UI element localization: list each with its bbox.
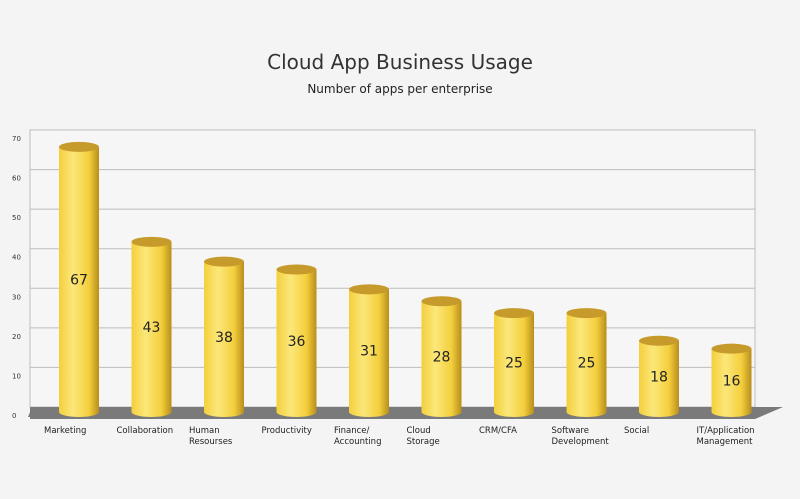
data-label: 43 [143, 320, 161, 336]
bar: 18 [639, 335, 679, 417]
data-label: 18 [650, 369, 668, 385]
y-tick-label: 0 [12, 412, 16, 420]
bar-body [349, 289, 389, 417]
x-tick-label: IT/Application Management [697, 426, 755, 447]
y-tick-label: 50 [12, 214, 21, 222]
bar-body [711, 348, 752, 417]
chart-subtitle: Number of apps per enterprise [307, 82, 493, 96]
bar: 28 [421, 296, 462, 417]
bar: 36 [276, 264, 317, 417]
data-label: 25 [578, 356, 596, 372]
bar: 43 [131, 236, 172, 417]
bar: 38 [204, 256, 244, 417]
bar-top [276, 264, 317, 275]
x-tick-label: Finance/Accounting [334, 426, 381, 447]
bar-body [639, 340, 679, 417]
y-tick-label: 70 [12, 135, 21, 143]
bar-top [349, 284, 389, 295]
bar-body [131, 241, 172, 417]
bar-body [276, 269, 317, 417]
x-tick-label: Human Resourses [189, 426, 233, 447]
bar-top [711, 343, 752, 354]
x-tick-label: CRM/CFA [479, 426, 517, 436]
bar: 16 [711, 343, 752, 417]
chart-title: Cloud App Business Usage [267, 50, 533, 74]
bar: 67 [59, 141, 99, 417]
bar-top [421, 296, 462, 307]
bar-top [204, 256, 244, 267]
data-label: 38 [215, 330, 233, 346]
x-tick-label: Productivity [262, 426, 312, 436]
x-tick-label: Software Development [552, 426, 610, 447]
bar-top [131, 236, 172, 247]
data-label: 16 [723, 373, 741, 389]
bar: 25 [494, 308, 534, 417]
x-tick-label: Cloud Storage [407, 426, 440, 447]
y-tick-label: 20 [12, 333, 21, 341]
y-tick-label: 10 [12, 372, 21, 380]
bar-top [494, 308, 534, 319]
bar-body [421, 301, 462, 417]
bar-body [494, 313, 534, 417]
bar-top [566, 308, 607, 319]
data-label: 36 [288, 334, 306, 350]
y-tick-label: 40 [12, 254, 21, 262]
x-tick-label: Social [624, 426, 649, 436]
data-label: 25 [505, 356, 523, 372]
y-tick-label: 30 [12, 293, 21, 301]
y-tick-label: 60 [12, 175, 21, 183]
bar-body [566, 313, 607, 417]
bar: 25 [566, 308, 607, 417]
x-tick-label: Marketing [44, 426, 86, 436]
bar-body [204, 261, 244, 417]
data-label: 67 [70, 272, 88, 288]
data-label: 28 [433, 350, 451, 366]
bar: 31 [349, 284, 389, 417]
bar-body [59, 146, 99, 417]
bar-top [59, 141, 99, 152]
bar-top [639, 335, 679, 346]
data-label: 31 [360, 344, 378, 360]
x-tick-label: Collaboration [117, 426, 174, 436]
